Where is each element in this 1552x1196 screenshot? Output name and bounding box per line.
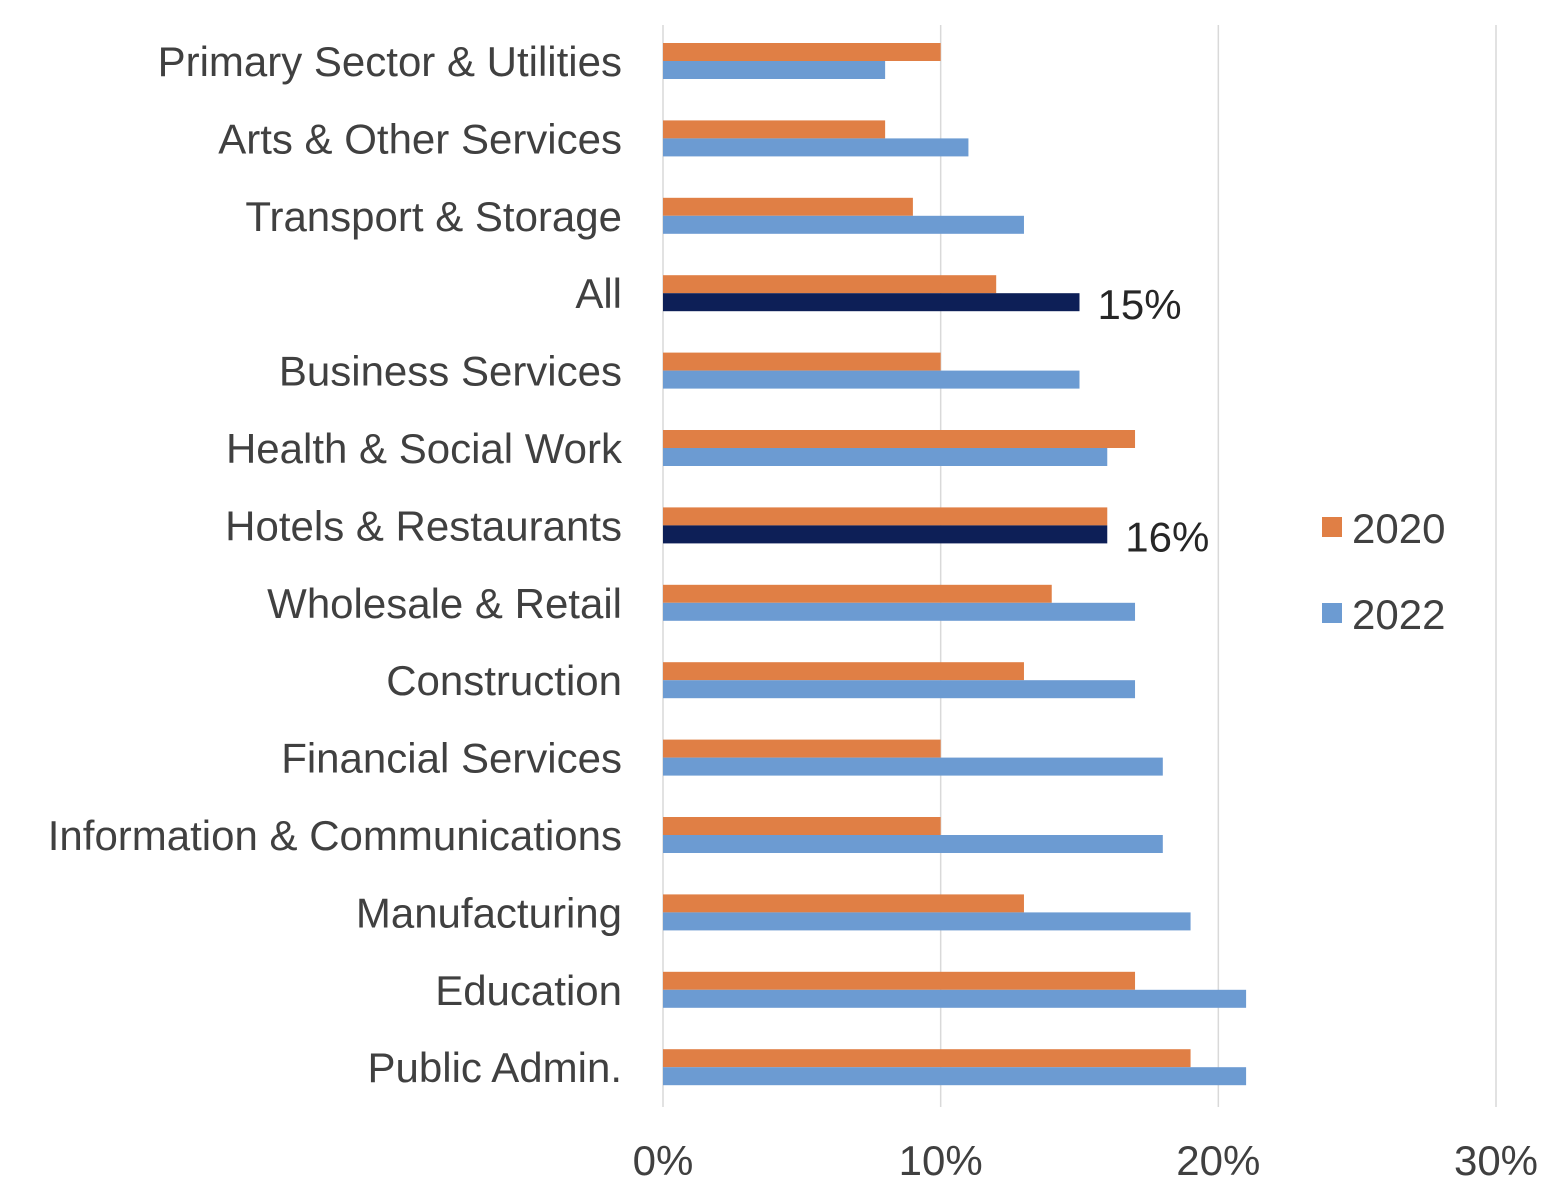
bar-2022-hotels-and-restaurants: [663, 525, 1108, 544]
bar-2020-education: [663, 971, 1136, 990]
data-label-all: 15%: [1098, 281, 1182, 328]
bar-2022-all: [663, 293, 1080, 312]
bar-2020-financial-services: [663, 739, 941, 758]
bar-2022-arts-and-other-services: [663, 138, 969, 157]
bar-2020-information-and-communications: [663, 817, 941, 835]
bar-2022-construction: [663, 680, 1136, 699]
legend-label-2022: 2022: [1352, 591, 1445, 638]
x-axis-tick-labels: 0% 10% 20% 30%: [633, 1137, 1538, 1184]
category-label-hotels-and-restaurants: Hotels & Restaurants: [225, 502, 622, 549]
bar-2022-wholesale-and-retail: [663, 602, 1136, 621]
bar-2022-information-and-communications: [663, 835, 1163, 853]
bar-2020-hotels-and-restaurants: [663, 507, 1108, 526]
category-label-manufacturing: Manufacturing: [356, 889, 622, 936]
bar-2020-construction: [663, 662, 1024, 681]
bar-2022-business-services: [663, 370, 1080, 389]
gridlines: [662, 25, 1497, 1107]
legend-swatch-2022: [1322, 603, 1342, 623]
data-labels: 15% 16%: [1098, 281, 1210, 560]
bar-2022-primary-sector-and-utilities: [663, 61, 886, 79]
category-label-all: All: [575, 270, 622, 317]
category-labels: Primary Sector & Utilities Arts & Other S…: [48, 38, 623, 1091]
bar-2020-manufacturing: [663, 894, 1024, 913]
data-label-hotels-and-restaurants: 16%: [1125, 513, 1209, 560]
bars: [663, 43, 1247, 1086]
bar-2020-arts-and-other-services: [663, 120, 886, 139]
bar-2020-business-services: [663, 352, 941, 371]
category-label-public-admin: Public Admin.: [368, 1044, 622, 1091]
bar-2020-public-admin: [663, 1049, 1191, 1068]
bar-2020-transport-and-storage: [663, 197, 913, 216]
category-label-primary-sector-and-utilities: Primary Sector & Utilities: [158, 38, 622, 85]
x-tick-label-0: 0%: [633, 1137, 694, 1184]
bar-2020-all: [663, 275, 997, 294]
category-label-business-services: Business Services: [279, 348, 622, 395]
x-tick-label-10: 10%: [899, 1137, 983, 1184]
category-label-information-and-communications: Information & Communications: [48, 812, 622, 859]
category-label-arts-and-other-services: Arts & Other Services: [218, 115, 622, 162]
bar-2020-primary-sector-and-utilities: [663, 43, 941, 61]
legend: 2020 2022: [1322, 505, 1445, 638]
legend-label-2020: 2020: [1352, 505, 1445, 552]
category-label-construction: Construction: [386, 657, 622, 704]
category-label-wholesale-and-retail: Wholesale & Retail: [267, 580, 622, 627]
legend-swatch-2020: [1322, 517, 1342, 537]
x-tick-label-30: 30%: [1454, 1137, 1538, 1184]
bar-2022-education: [663, 989, 1247, 1008]
category-label-transport-and-storage: Transport & Storage: [245, 193, 622, 240]
bar-2020-wholesale-and-retail: [663, 584, 1052, 603]
x-tick-label-20: 20%: [1176, 1137, 1260, 1184]
bar-2020-health-and-social-work: [663, 430, 1136, 448]
category-label-financial-services: Financial Services: [281, 735, 622, 782]
bar-2022-health-and-social-work: [663, 448, 1108, 466]
bar-2022-public-admin: [663, 1067, 1247, 1086]
bar-2022-manufacturing: [663, 912, 1191, 931]
category-label-health-and-social-work: Health & Social Work: [226, 425, 623, 472]
bar-2022-transport-and-storage: [663, 215, 1024, 234]
bar-2022-financial-services: [663, 757, 1163, 776]
category-label-education: Education: [435, 967, 622, 1014]
